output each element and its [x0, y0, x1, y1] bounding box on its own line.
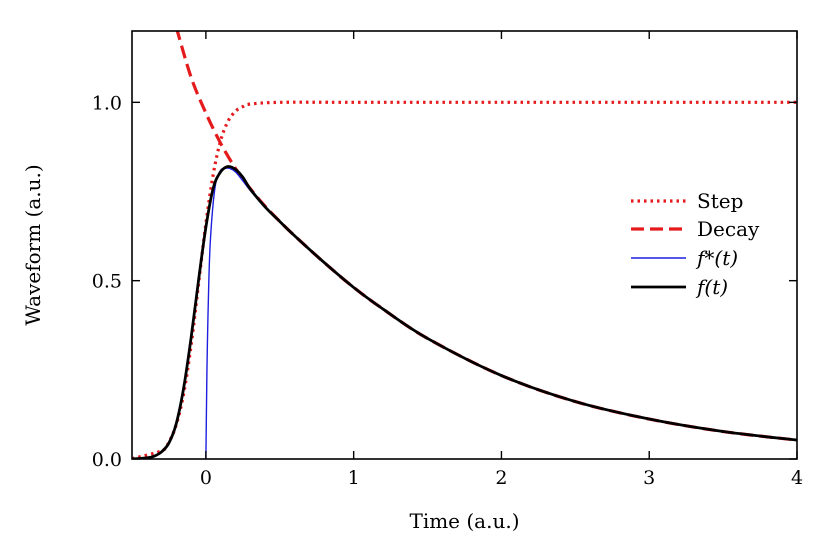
y-tick-label: 1.0	[92, 92, 122, 114]
series-line-ft	[132, 165, 797, 459]
legend-label: f*(t)	[695, 246, 738, 270]
x-tick-label: 1	[348, 467, 360, 489]
y-tick-label: 0.0	[92, 449, 122, 471]
x-tick-label: 0	[200, 467, 212, 489]
legend-label: f(t)	[695, 275, 728, 299]
legend-label: Decay	[697, 217, 760, 241]
legend: Step Decay f*(t) f(t)	[631, 189, 760, 299]
x-axis-label: Time (a.u.)	[409, 509, 519, 533]
x-tick-label: 3	[643, 467, 655, 489]
x-tick-label: 4	[791, 467, 803, 489]
x-tick-label: 2	[495, 467, 507, 489]
legend-label: Step	[697, 189, 743, 213]
series-layer	[132, 31, 797, 459]
y-axis-label: Waveform (a.u.)	[21, 164, 45, 325]
plot-frame	[131, 30, 798, 460]
y-tick-label: 0.5	[92, 271, 122, 293]
